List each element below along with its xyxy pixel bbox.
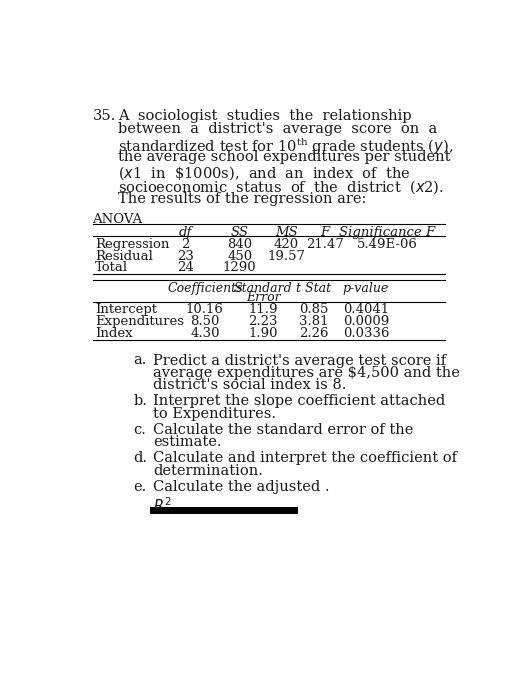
Text: socioeconomic  status  of  the  district  ($\mathit{x}$2).: socioeconomic status of the district ($\…	[118, 178, 444, 195]
Text: 2: 2	[181, 238, 190, 251]
Text: 19.57: 19.57	[267, 250, 305, 262]
Text: SS: SS	[231, 225, 249, 239]
Text: p-value: p-value	[343, 282, 389, 295]
Text: between  a  district's  average  score  on  a: between a district's average score on a	[118, 122, 437, 136]
Text: 2.26: 2.26	[299, 326, 328, 340]
Text: 0.0336: 0.0336	[343, 326, 389, 340]
Text: Intercept: Intercept	[95, 304, 157, 316]
Text: Predict a district's average test score if: Predict a district's average test score …	[153, 354, 446, 368]
Text: 35.: 35.	[93, 108, 117, 122]
Text: Regression: Regression	[95, 238, 169, 251]
Text: d.: d.	[133, 452, 147, 466]
Text: Calculate the standard error of the: Calculate the standard error of the	[153, 423, 413, 437]
Text: 840: 840	[227, 238, 252, 251]
Text: 450: 450	[227, 250, 252, 262]
Text: b.: b.	[133, 394, 147, 408]
Text: 5.49E-06: 5.49E-06	[357, 238, 417, 251]
Text: estimate.: estimate.	[153, 435, 221, 449]
Text: Calculate the adjusted .: Calculate the adjusted .	[153, 480, 329, 494]
Text: ($\mathit{x}$1  in  \$1000s),  and  an  index  of  the: ($\mathit{x}$1 in \$1000s), and an index…	[118, 164, 411, 182]
Text: 3.81: 3.81	[299, 315, 328, 328]
Text: Residual: Residual	[95, 250, 153, 262]
Text: MS: MS	[275, 225, 298, 239]
Text: to Expenditures.: to Expenditures.	[153, 407, 276, 421]
Text: average expenditures are $4,500 and the: average expenditures are $4,500 and the	[153, 366, 460, 380]
Text: F: F	[321, 225, 329, 239]
Text: Total: Total	[95, 261, 128, 274]
Text: 10.16: 10.16	[186, 304, 224, 316]
Text: 1.90: 1.90	[248, 326, 278, 340]
Text: Error: Error	[246, 291, 280, 304]
Text: 21.47: 21.47	[306, 238, 344, 251]
Text: Index: Index	[95, 326, 132, 340]
Text: 24: 24	[177, 261, 194, 274]
Text: 8.50: 8.50	[190, 315, 220, 328]
Text: t Stat: t Stat	[296, 282, 331, 295]
Text: 0.4041: 0.4041	[343, 304, 389, 316]
Text: df: df	[179, 225, 192, 239]
Text: 2.23: 2.23	[248, 315, 278, 328]
Text: Coefficients: Coefficients	[167, 282, 243, 295]
Text: 1290: 1290	[223, 261, 257, 274]
Text: The results of the regression are:: The results of the regression are:	[118, 192, 367, 206]
Text: district's social index is 8.: district's social index is 8.	[153, 378, 346, 392]
Text: Significance F: Significance F	[339, 225, 435, 239]
Text: 4.30: 4.30	[190, 326, 220, 340]
Text: Standard: Standard	[234, 282, 292, 295]
Text: e.: e.	[133, 480, 147, 494]
Text: 0.0009: 0.0009	[343, 315, 389, 328]
Text: a.: a.	[133, 354, 147, 368]
Text: $R^2$: $R^2$	[153, 496, 172, 514]
Text: 23: 23	[177, 250, 194, 262]
Text: ANOVA: ANOVA	[92, 214, 142, 226]
Text: Interpret the slope coefficient attached: Interpret the slope coefficient attached	[153, 394, 445, 408]
Text: Expenditures: Expenditures	[95, 315, 184, 328]
Text: 0.85: 0.85	[299, 304, 328, 316]
Text: determination.: determination.	[153, 463, 263, 477]
Text: 11.9: 11.9	[248, 304, 278, 316]
Text: standardized test for $\mathregular{10^{th}}$ grade students ($\mathit{y}$),: standardized test for $\mathregular{10^{…	[118, 136, 453, 157]
Text: the average school expenditures per student: the average school expenditures per stud…	[118, 150, 451, 164]
Text: c.: c.	[133, 423, 146, 437]
Text: 420: 420	[274, 238, 299, 251]
Text: A  sociologist  studies  the  relationship: A sociologist studies the relationship	[118, 108, 412, 122]
Text: Calculate and interpret the coefficient of: Calculate and interpret the coefficient …	[153, 452, 457, 466]
